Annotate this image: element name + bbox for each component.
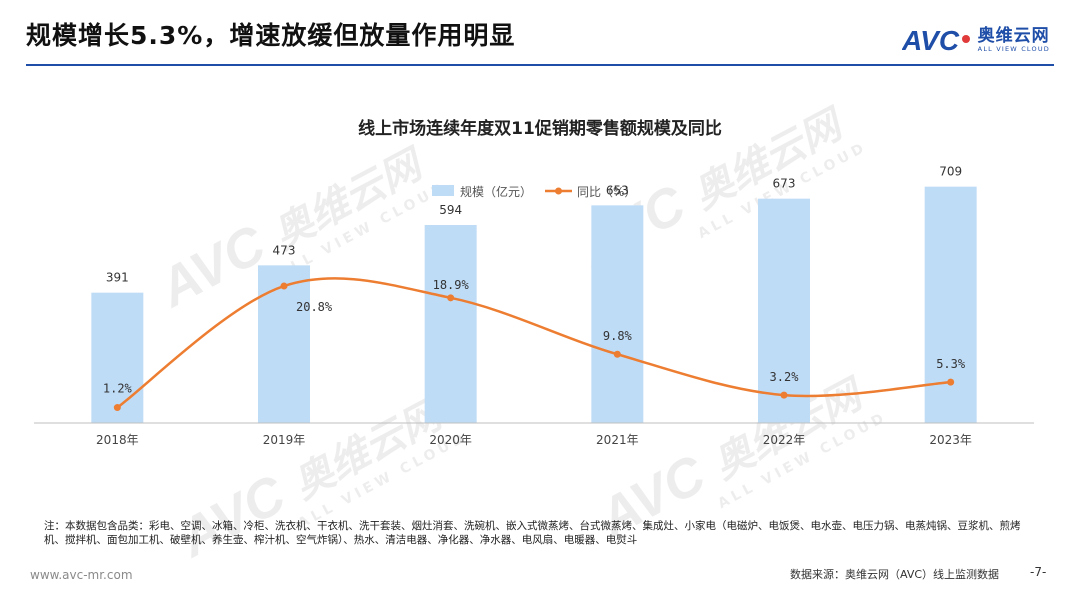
yoy-line bbox=[116, 277, 951, 409]
legend-label-line: 同比（%） bbox=[577, 185, 636, 199]
bar-data-label: 709 bbox=[939, 165, 962, 179]
bar-data-label: 391 bbox=[106, 271, 129, 285]
svg-text:AVC: AVC bbox=[902, 25, 960, 55]
chart-title: 线上市场连续年度双11促销期零售额规模及同比 bbox=[358, 119, 722, 139]
yoy-point bbox=[613, 350, 621, 358]
x-tick-label: 2023年 bbox=[929, 433, 972, 447]
bar-data-label: 673 bbox=[773, 177, 796, 191]
bar bbox=[91, 292, 144, 423]
bar bbox=[591, 205, 644, 423]
avc-logo-mark-icon: AVC bbox=[902, 25, 970, 55]
yoy-point bbox=[447, 294, 455, 302]
bar bbox=[924, 186, 977, 423]
slide-title: 规模增长5.3%，增速放缓但放量作用明显 bbox=[26, 21, 516, 50]
yoy-data-label: 18.9% bbox=[433, 278, 470, 292]
yoy-data-label: 20.8% bbox=[296, 300, 333, 314]
page-number: -7- bbox=[1030, 565, 1047, 579]
logo-chinese-name: 奥维云网 bbox=[977, 25, 1050, 46]
yoy-data-label: 5.3% bbox=[936, 357, 966, 371]
title-divider bbox=[26, 64, 1054, 66]
bar-data-label: 653 bbox=[606, 183, 629, 197]
yoy-data-label: 1.2% bbox=[103, 382, 133, 396]
bar bbox=[258, 265, 310, 423]
yoy-point bbox=[780, 391, 788, 399]
x-tick-label: 2020年 bbox=[429, 433, 472, 447]
yoy-point bbox=[113, 404, 121, 412]
bar-data-label: 594 bbox=[439, 203, 462, 217]
footnote: 注：本数据包含品类：彩电、空调、冰箱、冷柜、洗衣机、干衣机、洗干套装、烟灶消套、… bbox=[44, 520, 1021, 546]
x-tick-label: 2018年 bbox=[96, 433, 139, 447]
website-url[interactable]: www.avc-mr.com bbox=[30, 568, 133, 582]
bar bbox=[424, 225, 477, 423]
bar bbox=[758, 198, 810, 423]
x-tick-label: 2021年 bbox=[596, 433, 639, 447]
logo-english-name: ALL VIEW CLOUD bbox=[977, 44, 1050, 53]
legend-marker-line bbox=[555, 187, 562, 195]
data-source: 数据来源：奥维云网（AVC）线上监测数据 bbox=[790, 568, 1000, 581]
x-tick-label: 2022年 bbox=[763, 433, 806, 447]
x-tick-label: 2019年 bbox=[263, 433, 306, 447]
bar-data-label: 473 bbox=[273, 243, 296, 257]
yoy-point bbox=[947, 378, 955, 386]
yoy-data-label: 9.8% bbox=[603, 329, 633, 343]
avc-logo: AVC 奥维云网 ALL VIEW CLOUD bbox=[902, 22, 1050, 58]
yoy-data-label: 3.2% bbox=[770, 370, 800, 384]
legend-label-bar: 规模（亿元） bbox=[460, 184, 532, 199]
legend-swatch-bar bbox=[432, 185, 454, 196]
yoy-point bbox=[280, 282, 288, 290]
